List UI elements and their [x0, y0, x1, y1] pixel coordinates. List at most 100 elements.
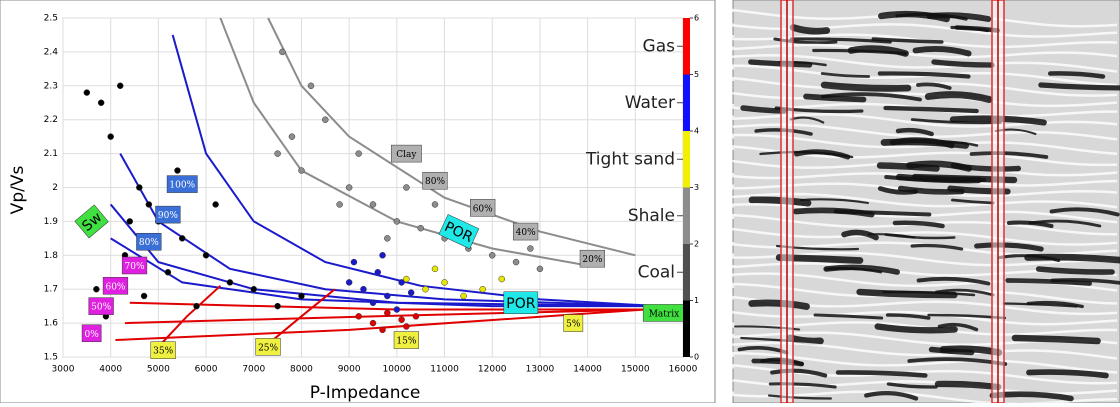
x-axis-label: P-Impedance	[310, 383, 421, 403]
point	[403, 323, 409, 329]
colorbar-segment	[683, 188, 690, 245]
point	[370, 300, 376, 306]
annotation: 15%	[394, 332, 419, 349]
point	[117, 83, 123, 89]
annotation: POR	[504, 292, 538, 314]
annotation: 35%	[151, 342, 176, 359]
point	[251, 286, 257, 292]
colorbar-segment	[683, 244, 690, 301]
point	[146, 201, 152, 207]
point	[499, 276, 505, 282]
point	[213, 201, 219, 207]
seismic-event	[1041, 85, 1120, 88]
x-tick-label: 11000	[430, 365, 459, 375]
annotation-label: 90%	[158, 211, 178, 221]
x-tick-label: 13000	[526, 365, 555, 375]
point	[127, 218, 133, 224]
colorbar-label: Gas	[643, 36, 676, 56]
x-tick-label: 15000	[621, 365, 650, 375]
annotation: 80%	[136, 233, 161, 250]
figure: P-Impedance Vp/Vs 3000400050006000700080…	[0, 0, 1120, 403]
colorbar-tick-label: 6	[694, 14, 699, 23]
colorbar-segment	[683, 131, 690, 188]
point	[480, 286, 486, 292]
point	[98, 100, 104, 106]
point	[394, 218, 400, 224]
y-tick-label: 2.5	[44, 14, 58, 24]
point	[141, 293, 147, 299]
point	[384, 293, 390, 299]
point	[370, 320, 376, 326]
colorbar-label: Coal	[638, 262, 675, 282]
x-tick-label: 7000	[242, 365, 265, 375]
point	[432, 266, 438, 272]
y-tick-label: 1.5	[44, 353, 58, 363]
point	[513, 259, 519, 265]
seismic-event	[932, 350, 972, 353]
point	[298, 168, 304, 174]
point	[84, 90, 90, 96]
x-tick-label: 4000	[99, 365, 122, 375]
annotation-label: 5%	[566, 320, 581, 330]
point	[399, 317, 405, 323]
y-tick-label: 2.2	[44, 115, 58, 125]
point	[375, 269, 381, 275]
x-tick-label: 5000	[147, 365, 170, 375]
seismic-event	[1015, 338, 1098, 341]
colorbar-tick-label: 3	[694, 183, 699, 192]
seismic-event	[824, 85, 908, 88]
point	[422, 286, 428, 292]
y-tick-label: 1.6	[44, 319, 59, 329]
colorbar-tick-label: 5	[694, 70, 699, 79]
colorbar-segment	[683, 75, 690, 132]
annotation: 40%	[513, 223, 538, 240]
annotation: Matrix	[643, 304, 684, 321]
annotation: 5%	[564, 315, 583, 332]
colorbar-label: Water	[625, 93, 675, 113]
y-axis-label: Vp/Vs	[8, 166, 28, 215]
point	[275, 303, 281, 309]
x-tick-label: 9000	[338, 365, 361, 375]
point	[384, 310, 390, 316]
point	[351, 259, 357, 265]
point	[370, 201, 376, 207]
page: P-Impedance Vp/Vs 3000400050006000700080…	[0, 0, 1120, 403]
annotation: 60%	[470, 199, 495, 216]
y-tick-label: 2.3	[44, 81, 58, 91]
annotation-label: 100%	[169, 181, 195, 191]
point	[380, 252, 386, 258]
colorbar-label: Tight sand	[585, 149, 675, 169]
x-tick-label: 16000	[669, 365, 698, 375]
point	[442, 279, 448, 285]
annotation-label: 15%	[396, 337, 416, 347]
x-tick-label: 6000	[195, 365, 218, 375]
colorbar-tick-label: 1	[694, 296, 699, 305]
point	[136, 185, 142, 191]
seismic-event	[878, 327, 955, 331]
point	[489, 252, 495, 258]
point	[194, 303, 200, 309]
point	[356, 151, 362, 157]
x-tick-label: 10000	[383, 365, 412, 375]
seismic-event	[793, 28, 827, 32]
annotation: 100%	[167, 176, 197, 193]
point	[179, 235, 185, 241]
annotation: 70%	[122, 257, 147, 274]
colorbar-segment	[683, 301, 690, 358]
y-tick-label: 2	[52, 183, 58, 193]
annotation-label: 60%	[105, 282, 125, 292]
annotation: 20%	[580, 250, 605, 267]
annotation-label: 35%	[153, 347, 173, 357]
point	[380, 327, 386, 333]
point	[384, 235, 390, 241]
point	[275, 151, 281, 157]
point	[227, 279, 233, 285]
annotation-label: Matrix	[649, 309, 679, 319]
point	[308, 83, 314, 89]
annotation-label: 0%	[84, 330, 99, 340]
annotation-label: 25%	[258, 343, 278, 353]
y-tick-label: 1.8	[44, 251, 59, 261]
seismic-section	[733, 0, 1120, 403]
seismic-event	[884, 142, 966, 146]
point	[322, 117, 328, 123]
